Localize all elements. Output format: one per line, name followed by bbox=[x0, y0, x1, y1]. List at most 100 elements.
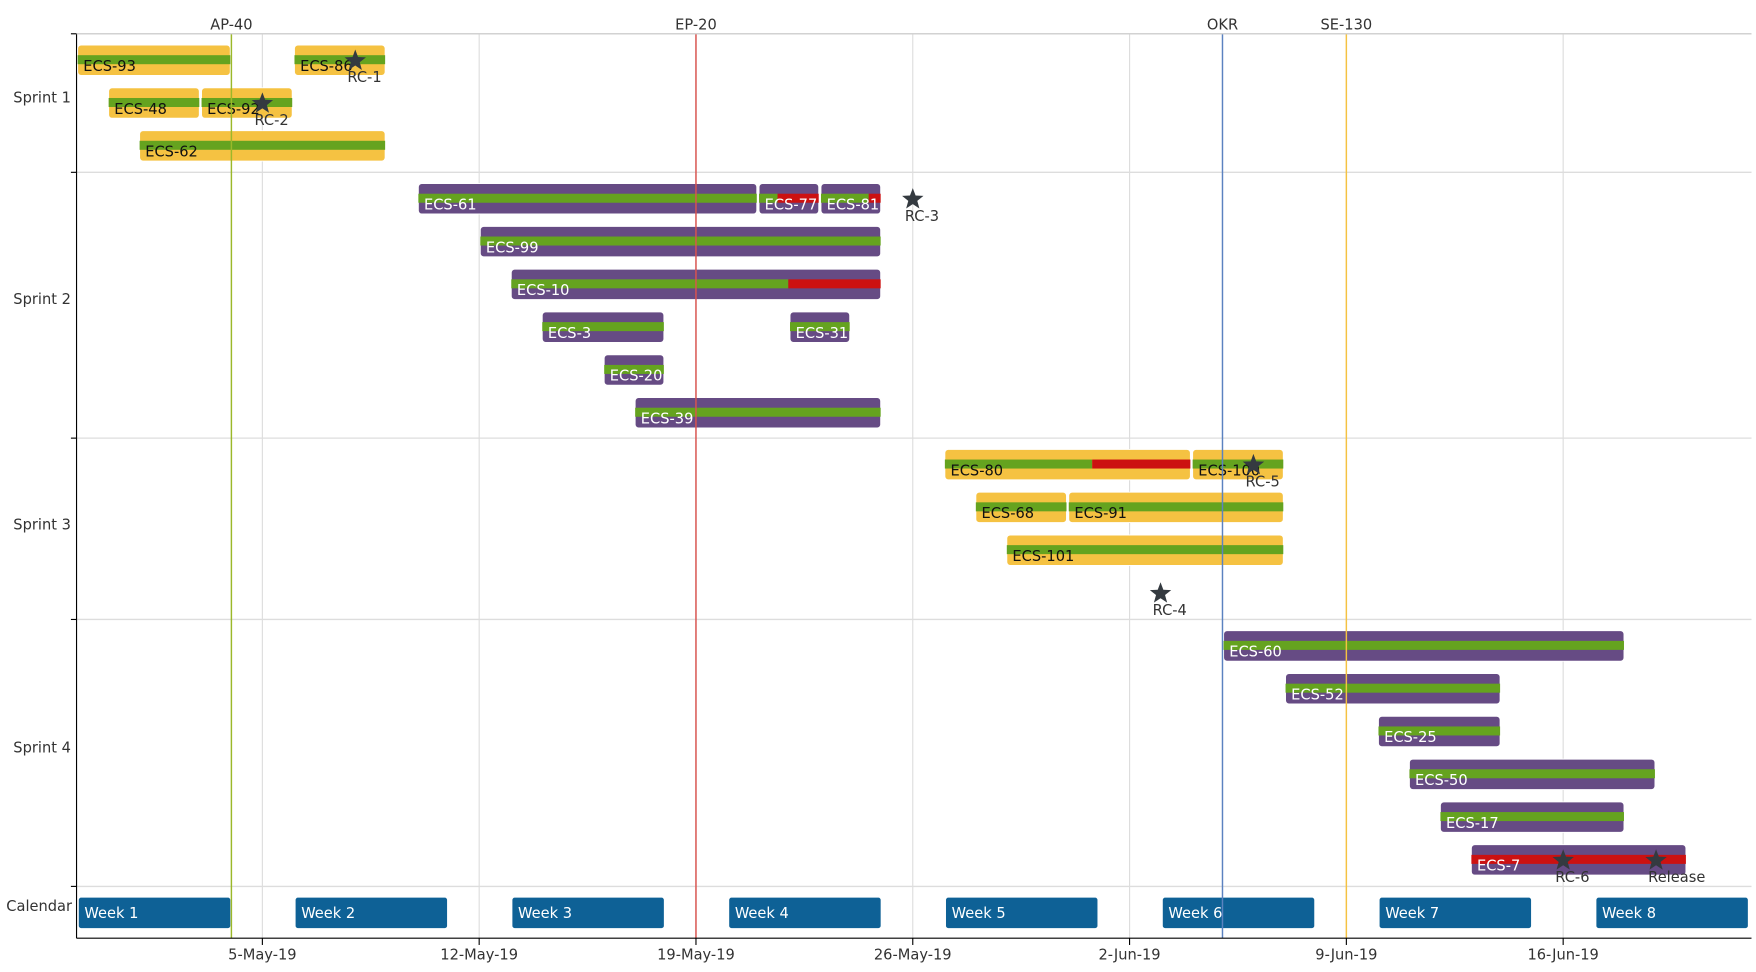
task-progress-fill bbox=[201, 97, 293, 107]
task-label: ECS-20 bbox=[610, 368, 663, 385]
task-progress-fill bbox=[975, 502, 1067, 512]
x-tick-label: 19-May-19 bbox=[657, 947, 735, 964]
task-progress-fill bbox=[1440, 812, 1624, 822]
task-progress-fill bbox=[944, 459, 1093, 469]
task-overdue-fill bbox=[1471, 854, 1686, 864]
calendar-week-label: Week 8 bbox=[1602, 905, 1656, 922]
milestone-star-icon bbox=[344, 49, 366, 70]
marker-lines: AP-40 EP-20 OKR SE-130 bbox=[210, 16, 1373, 939]
milestone-label: RC-1 bbox=[347, 69, 381, 86]
task-bar: ECS-62 bbox=[139, 130, 386, 162]
calendar-week-bar bbox=[1379, 897, 1532, 929]
calendar-week-bar bbox=[1596, 897, 1748, 929]
task-bar: ECS-93 bbox=[77, 44, 231, 76]
task-bars: ECS-93 ECS-86 ECS-48 ECS-92 ECS-62 ECS-61 ECS-… bbox=[77, 44, 1687, 876]
task-bar: ECS-81 bbox=[820, 183, 882, 215]
milestone-star-icon bbox=[251, 92, 274, 113]
task-label: ECS-68 bbox=[981, 505, 1034, 522]
lane-label: Calendar bbox=[6, 898, 73, 915]
task-label: ECS-101 bbox=[1012, 548, 1074, 565]
x-tick-label: 9-Jun-19 bbox=[1315, 947, 1377, 964]
milestone-label: RC-2 bbox=[254, 112, 288, 129]
task-progress-fill bbox=[77, 55, 231, 65]
lane-labels: Sprint 1 Sprint 2 Sprint 3 Sprint 4 Calendar bbox=[6, 89, 73, 915]
task-progress-fill bbox=[1192, 459, 1284, 469]
task-bar: ECS-99 bbox=[479, 225, 882, 258]
task-progress-fill bbox=[1378, 726, 1501, 736]
task-progress-fill bbox=[1409, 769, 1655, 779]
milestone-star-icon bbox=[1242, 453, 1265, 475]
task-label: ECS-100 bbox=[1198, 462, 1260, 479]
x-axis: 5-May-19 12-May-19 19-May-19 26-May-19 2-Jun… bbox=[76, 33, 1752, 964]
milestone-star-icon bbox=[1552, 849, 1574, 870]
task-bar: ECS-39 bbox=[634, 397, 882, 429]
milestones: RC-1 RC-2 RC-3 RC-4 RC-5 RC-6 Release bbox=[251, 49, 1705, 886]
task-bar: ECS-101 bbox=[1006, 534, 1284, 566]
task-progress-fill bbox=[418, 193, 757, 203]
calendar-week-bar bbox=[1162, 897, 1315, 929]
task-progress-fill bbox=[759, 193, 778, 203]
task-label: ECS-77 bbox=[765, 196, 818, 213]
milestone-star-icon bbox=[1149, 582, 1172, 603]
task-bar: ECS-61 bbox=[417, 183, 758, 215]
calendar-week-bar bbox=[945, 897, 1098, 929]
task-bar: ECS-31 bbox=[789, 311, 851, 343]
task-bar: ECS-25 bbox=[1378, 715, 1501, 748]
task-bar: ECS-52 bbox=[1285, 673, 1501, 705]
task-label: ECS-7 bbox=[1477, 858, 1520, 875]
task-progress-fill bbox=[1006, 545, 1284, 555]
task-progress-fill bbox=[1223, 640, 1624, 650]
task-label: ECS-25 bbox=[1384, 729, 1437, 746]
task-progress-fill bbox=[635, 407, 881, 417]
task-bar: ECS-3 bbox=[541, 311, 665, 343]
task-label: ECS-92 bbox=[207, 101, 260, 118]
task-bar: ECS-92 bbox=[201, 87, 293, 119]
task-progress-fill bbox=[108, 97, 200, 107]
calendar-week-bar bbox=[512, 897, 664, 929]
milestone-label: RC-5 bbox=[1246, 474, 1280, 491]
task-bar: ECS-7 bbox=[1470, 844, 1687, 876]
lane-label: Sprint 2 bbox=[13, 291, 71, 308]
marker-label: OKR bbox=[1207, 16, 1238, 33]
task-label: ECS-62 bbox=[145, 144, 198, 161]
task-label: ECS-50 bbox=[1415, 772, 1468, 789]
task-overdue-fill bbox=[868, 193, 881, 203]
task-label: ECS-91 bbox=[1074, 505, 1127, 522]
milestone-label: RC-6 bbox=[1555, 869, 1589, 886]
task-label: ECS-17 bbox=[1446, 815, 1499, 832]
task-progress-fill bbox=[542, 322, 664, 332]
milestone-star-icon bbox=[902, 188, 924, 209]
milestone-label: Release bbox=[1648, 869, 1705, 886]
task-label: ECS-3 bbox=[548, 325, 591, 342]
calendar-week-label: Week 4 bbox=[735, 905, 789, 922]
milestone-label: RC-4 bbox=[1153, 602, 1187, 619]
task-label: ECS-52 bbox=[1291, 686, 1344, 703]
lane-label: Sprint 3 bbox=[13, 516, 71, 533]
x-tick-label: 5-May-19 bbox=[228, 947, 296, 964]
task-progress-fill bbox=[1285, 683, 1501, 693]
x-tick-label: 2-Jun-19 bbox=[1099, 947, 1161, 964]
x-tick-label: 12-May-19 bbox=[440, 947, 518, 964]
x-tick-label: 16-Jun-19 bbox=[1527, 947, 1598, 964]
task-overdue-fill bbox=[788, 279, 881, 289]
calendar-week-bar bbox=[729, 897, 881, 929]
marker-label: SE-130 bbox=[1321, 16, 1373, 33]
calendar-week-bar bbox=[78, 897, 231, 929]
task-label: ECS-48 bbox=[114, 101, 167, 118]
task-progress-fill bbox=[480, 236, 881, 246]
task-bar: ECS-77 bbox=[758, 183, 820, 215]
task-progress-fill bbox=[820, 193, 869, 203]
calendar-week-label: Week 5 bbox=[952, 905, 1006, 922]
task-progress-fill bbox=[790, 322, 850, 332]
calendar-week-label: Week 6 bbox=[1168, 905, 1222, 922]
calendar-week-label: Week 3 bbox=[518, 905, 572, 922]
task-progress-fill bbox=[294, 55, 386, 65]
task-bar: ECS-50 bbox=[1408, 758, 1656, 790]
task-bar: ECS-68 bbox=[975, 491, 1067, 524]
marker-label: EP-20 bbox=[675, 16, 717, 33]
task-bar: ECS-17 bbox=[1439, 801, 1625, 833]
task-label: ECS-99 bbox=[486, 239, 539, 256]
task-progress-fill bbox=[604, 364, 664, 374]
task-label: ECS-10 bbox=[517, 282, 570, 299]
